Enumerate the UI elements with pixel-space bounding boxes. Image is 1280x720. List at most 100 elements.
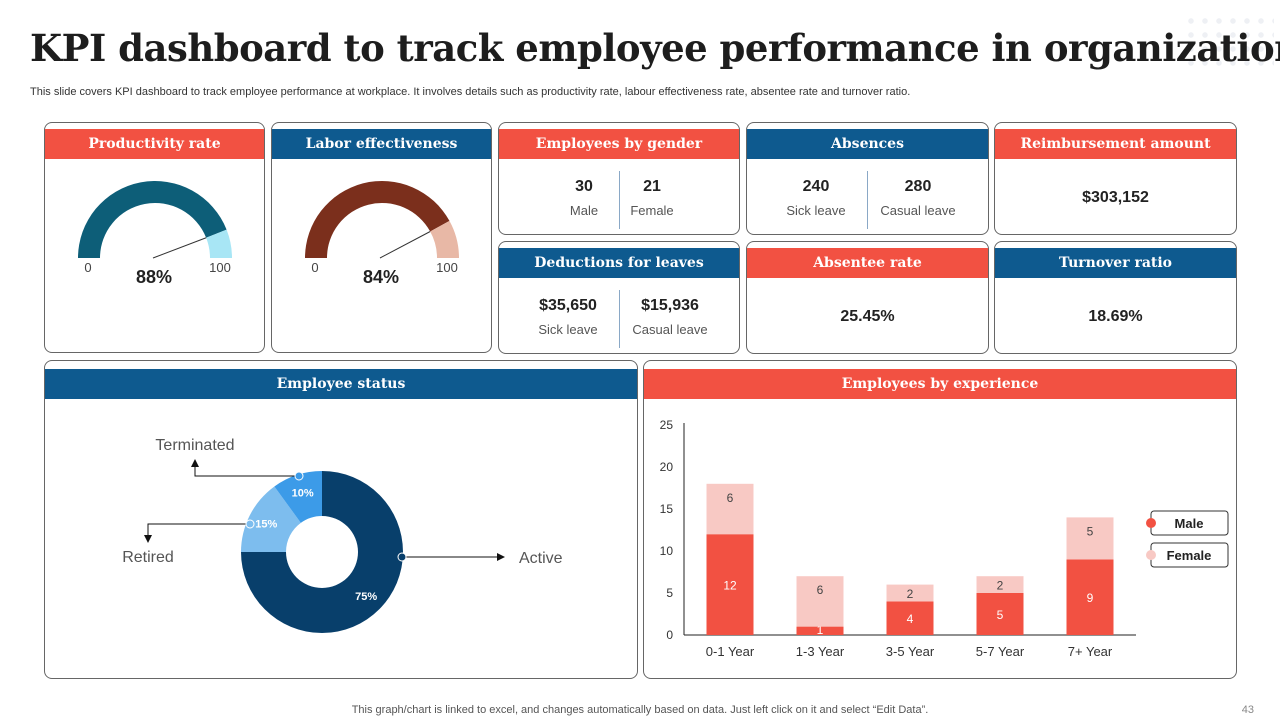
productivity-rate-card: Productivity rate 0 100 88%: [44, 122, 265, 353]
x-tick-label: 0-1 Year: [706, 644, 755, 659]
deduction-sick-label: Sick leave: [538, 322, 598, 337]
absentee-rate-value: 25.45%: [840, 308, 895, 325]
bar-data-label: 4: [907, 612, 914, 626]
page-subtitle: This slide covers KPI dashboard to track…: [30, 86, 911, 98]
female-count: 21: [643, 178, 661, 195]
labor-effectiveness-gauge-value: 84%: [363, 267, 399, 287]
productivity-rate-gauge[interactable]: 0 100 88%: [45, 123, 265, 353]
productivity-rate-header: Productivity rate: [45, 129, 264, 159]
retired-leader-dot: [245, 519, 255, 529]
y-tick-label: 20: [660, 460, 674, 474]
donut-slice-active[interactable]: [241, 471, 403, 633]
donut-label-retired: 15%: [255, 519, 277, 531]
footnote: This graph/chart is linked to excel, and…: [351, 704, 929, 716]
active-leader-dot: [397, 552, 407, 562]
male-count: 30: [575, 178, 593, 195]
y-tick-label: 25: [660, 418, 674, 432]
productivity-rate-gauge-fill: [78, 181, 227, 258]
x-tick-label: 3-5 Year: [886, 644, 935, 659]
retired-label: Retired: [122, 549, 174, 566]
x-tick-label: 1-3 Year: [796, 644, 845, 659]
donut-slice-terminated[interactable]: [274, 471, 322, 523]
x-tick-label: 7+ Year: [1068, 644, 1113, 659]
labor-effectiveness-gauge-needle: [379, 231, 431, 259]
deduction-casual-stat: $15,936 Casual leave: [615, 297, 725, 337]
sick-leave-stat: 240 Sick leave: [771, 178, 861, 218]
employees-by-experience-header: Employees by experience: [644, 369, 1236, 399]
male-stat: 30 Male: [539, 178, 629, 218]
bar-data-label: 12: [723, 579, 737, 593]
bar-data-label: 5: [1087, 524, 1094, 538]
page-title: KPI dashboard to track employee performa…: [30, 26, 1280, 70]
donut-label-active: 75%: [355, 591, 377, 603]
x-tick-label: 5-7 Year: [976, 644, 1025, 659]
donut-label-terminated: 10%: [292, 488, 314, 500]
bar-data-label: 9: [1087, 591, 1094, 605]
decorative-dot-pattern: [1184, 14, 1274, 74]
bar-female[interactable]: [976, 576, 1024, 593]
employee-status-card: Employee status 75% 15% 10% Terminated Ret…: [44, 360, 638, 679]
casual-leave-label: Casual leave: [880, 203, 956, 218]
bar-data-label: 5: [997, 608, 1004, 622]
retired-leader-line: [144, 523, 250, 543]
employee-status-header: Employee status: [45, 369, 637, 399]
employee-status-donut-chart[interactable]: 75% 15% 10% Terminated Retired Active: [45, 361, 638, 679]
bar-female[interactable]: [706, 483, 754, 535]
productivity-rate-gauge-value: 88%: [136, 267, 172, 287]
legend-female-marker: [1146, 550, 1156, 560]
bar-male[interactable]: [976, 593, 1024, 635]
active-label: Active: [519, 550, 563, 567]
bar-female[interactable]: [886, 584, 934, 602]
labor-effectiveness-gauge-max: 100: [436, 260, 458, 275]
legend-male-marker: [1146, 518, 1156, 528]
y-tick-label: 10: [660, 544, 674, 558]
page-number: 43: [1241, 704, 1254, 716]
absences-header: Absences: [747, 129, 988, 159]
bar-male[interactable]: [886, 601, 934, 635]
reimbursement-amount-value: $303,152: [1082, 189, 1149, 206]
y-tick-label: 5: [666, 586, 673, 600]
labor-effectiveness-gauge[interactable]: 0 100 84%: [272, 123, 492, 353]
sick-leave-count: 240: [802, 178, 830, 195]
bar-data-label: 2: [997, 579, 1004, 593]
absentee-rate-card: Absentee rate 25.45%: [746, 241, 989, 354]
bar-data-label: 2: [907, 587, 914, 601]
reimbursement-amount-card: Reimbursement amount $303,152: [994, 122, 1237, 235]
bar-female[interactable]: [1066, 517, 1114, 560]
deductions-divider: [619, 290, 620, 348]
turnover-ratio-value: 18.69%: [1088, 308, 1143, 325]
absentee-rate-header: Absentee rate: [747, 248, 988, 278]
gender-divider: [619, 171, 620, 229]
productivity-rate-gauge-remainder: [206, 229, 232, 258]
y-tick-label: 15: [660, 502, 674, 516]
labor-effectiveness-card: Labor effectiveness 0 100 84%: [271, 122, 492, 353]
female-label: Female: [630, 203, 674, 218]
employees-by-gender-header: Employees by gender: [499, 129, 739, 159]
deductions-for-leaves-header: Deductions for leaves: [499, 248, 739, 278]
productivity-rate-gauge-min: 0: [84, 260, 91, 275]
absences-card: Absences 240 Sick leave 280 Casual leave: [746, 122, 989, 235]
employees-by-gender-card: Employees by gender 30 Male 21 Female: [498, 122, 740, 235]
turnover-ratio-header: Turnover ratio: [995, 248, 1236, 278]
female-stat: 21 Female: [607, 178, 697, 218]
bar-male[interactable]: [796, 626, 844, 635]
legend-male-label: Male: [1175, 516, 1204, 531]
bar-male[interactable]: [1066, 559, 1114, 635]
casual-leave-count: 280: [904, 178, 932, 195]
labor-effectiveness-gauge-remainder: [430, 220, 459, 258]
deductions-for-leaves-card: Deductions for leaves $35,650 Sick leave…: [498, 241, 740, 354]
productivity-rate-gauge-max: 100: [209, 260, 231, 275]
bar-female[interactable]: [796, 576, 844, 627]
bar-male[interactable]: [706, 534, 754, 635]
labor-effectiveness-gauge-fill: [305, 180, 450, 258]
reimbursement-amount-header: Reimbursement amount: [995, 129, 1236, 159]
sick-leave-label: Sick leave: [786, 203, 846, 218]
absences-divider: [867, 171, 868, 229]
turnover-ratio-card: Turnover ratio 18.69%: [994, 241, 1237, 354]
male-label: Male: [569, 203, 599, 218]
donut-slice-retired[interactable]: [241, 486, 301, 552]
bar-data-label: 1: [817, 623, 824, 637]
casual-leave-stat: 280 Casual leave: [863, 178, 973, 218]
deduction-casual-label: Casual leave: [632, 322, 708, 337]
